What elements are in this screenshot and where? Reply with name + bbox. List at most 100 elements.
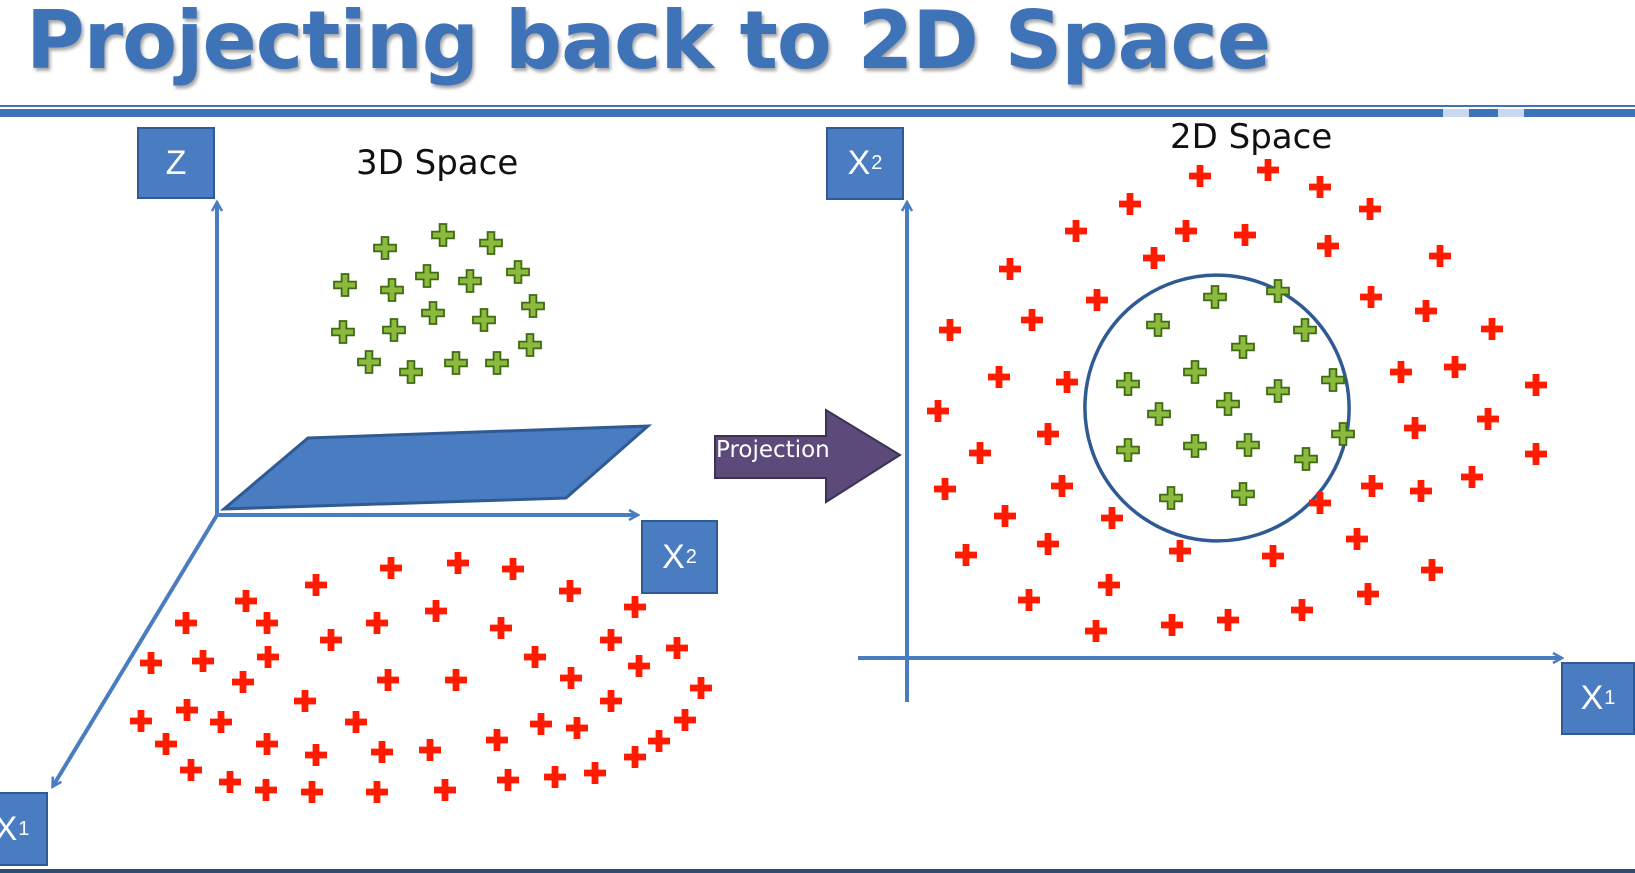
green-point bbox=[1231, 482, 1255, 506]
red-point bbox=[1429, 245, 1451, 267]
green-point bbox=[1321, 368, 1345, 392]
red-point bbox=[1415, 300, 1437, 322]
red-point bbox=[1098, 574, 1120, 596]
divider-highlight bbox=[1443, 109, 1469, 117]
red-point bbox=[256, 733, 278, 755]
red-point bbox=[176, 699, 198, 721]
green-point bbox=[431, 223, 455, 247]
x2-axis-text: X bbox=[662, 537, 685, 576]
red-point bbox=[1189, 165, 1211, 187]
bottom-divider bbox=[0, 869, 1635, 873]
red-point bbox=[434, 779, 456, 801]
z-axis-label: Z bbox=[137, 127, 215, 199]
red-point bbox=[955, 544, 977, 566]
red-point bbox=[544, 766, 566, 788]
x2-axis-subscript: 2 bbox=[685, 545, 697, 568]
red-point bbox=[628, 655, 650, 677]
red-point bbox=[624, 596, 646, 618]
red-point bbox=[371, 741, 393, 763]
red-point bbox=[1421, 559, 1443, 581]
red-point bbox=[600, 690, 622, 712]
green-point bbox=[472, 308, 496, 332]
red-point bbox=[1309, 492, 1331, 514]
red-point bbox=[1217, 609, 1239, 631]
green-point bbox=[1293, 318, 1317, 342]
red-point bbox=[1525, 374, 1547, 396]
red-point bbox=[366, 612, 388, 634]
green-point bbox=[1146, 313, 1170, 337]
red-point bbox=[994, 505, 1016, 527]
red-point bbox=[1346, 528, 1368, 550]
z-axis-text: Z bbox=[165, 143, 187, 182]
green-point bbox=[1216, 392, 1240, 416]
red-point bbox=[1390, 361, 1412, 383]
green-point bbox=[1266, 379, 1290, 403]
red-point bbox=[566, 717, 588, 739]
red-point bbox=[1410, 480, 1432, 502]
red-point bbox=[1169, 540, 1191, 562]
left-space-label: 3D Space bbox=[356, 143, 519, 183]
red-point bbox=[1086, 289, 1108, 311]
red-point bbox=[1525, 443, 1547, 465]
red-point bbox=[1161, 614, 1183, 636]
red-point bbox=[648, 730, 670, 752]
green-point bbox=[380, 278, 404, 302]
green-point bbox=[485, 351, 509, 375]
green-point bbox=[1183, 434, 1207, 458]
red-point bbox=[502, 558, 524, 580]
red-point bbox=[210, 711, 232, 733]
x1-axis-subscript-2d: 1 bbox=[1604, 687, 1616, 709]
red-point bbox=[530, 713, 552, 735]
red-point bbox=[927, 400, 949, 422]
projection-label: Projection bbox=[716, 437, 830, 463]
red-point bbox=[232, 671, 254, 693]
red-point bbox=[1021, 309, 1043, 331]
red-point bbox=[257, 646, 279, 668]
red-point bbox=[1359, 198, 1381, 220]
right-space-label: 2D Space bbox=[1170, 117, 1333, 157]
x1-axis-text-2d: X bbox=[1580, 679, 1604, 717]
red-point bbox=[1357, 583, 1379, 605]
green-point bbox=[331, 320, 355, 344]
red-point bbox=[305, 744, 327, 766]
red-point bbox=[320, 629, 342, 651]
red-point bbox=[969, 442, 991, 464]
green-point bbox=[415, 264, 439, 288]
green-point bbox=[1183, 360, 1207, 384]
class-boundary-circle bbox=[1083, 273, 1351, 543]
green-point bbox=[357, 350, 381, 374]
red-point bbox=[490, 617, 512, 639]
projection-plane bbox=[219, 424, 653, 511]
red-point bbox=[1444, 356, 1466, 378]
red-point bbox=[1317, 235, 1339, 257]
red-point bbox=[301, 781, 323, 803]
red-point bbox=[380, 557, 402, 579]
red-points-group bbox=[130, 159, 1547, 803]
red-point bbox=[1101, 507, 1123, 529]
red-point bbox=[497, 769, 519, 791]
red-point bbox=[939, 319, 961, 341]
x2-axis-subscript-2d: 2 bbox=[871, 152, 883, 174]
green-points-group bbox=[331, 223, 1355, 510]
red-point bbox=[1143, 247, 1165, 269]
red-point bbox=[140, 652, 162, 674]
red-point bbox=[130, 710, 152, 732]
green-point bbox=[1116, 438, 1140, 462]
red-point bbox=[1175, 220, 1197, 242]
green-point bbox=[1159, 486, 1183, 510]
green-point bbox=[1116, 372, 1140, 396]
red-point bbox=[255, 779, 277, 801]
green-point bbox=[421, 301, 445, 325]
red-point bbox=[445, 669, 467, 691]
divider-highlight bbox=[1498, 109, 1524, 117]
red-point bbox=[934, 478, 956, 500]
red-point bbox=[1360, 286, 1382, 308]
red-point bbox=[1037, 533, 1059, 555]
green-point bbox=[333, 273, 357, 297]
red-point bbox=[345, 711, 367, 733]
green-point bbox=[1331, 422, 1355, 446]
